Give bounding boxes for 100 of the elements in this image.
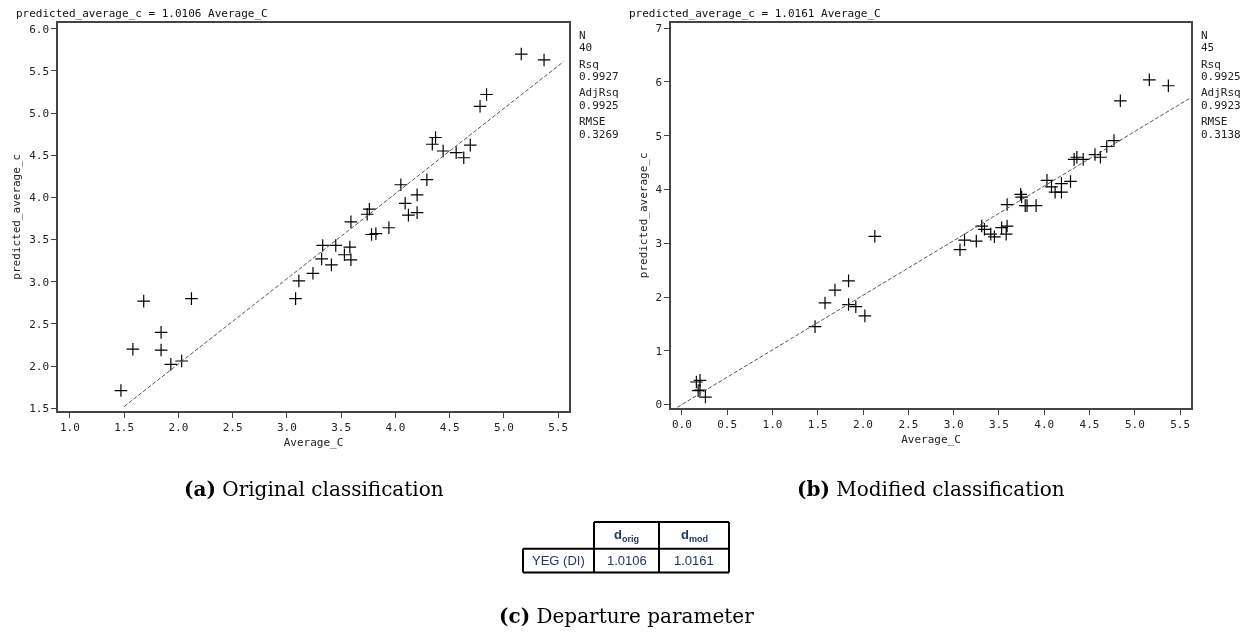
y-tick-label: 0 — [655, 398, 663, 412]
point — [987, 229, 1002, 244]
text: 1.0106 — [607, 553, 647, 568]
text: (a) Original classification — [184, 477, 444, 501]
point — [315, 238, 330, 253]
y-tick-label: 2.0 — [29, 359, 50, 373]
point — [154, 325, 168, 340]
point — [1107, 133, 1121, 148]
x-tick-label: 5.5 — [1170, 417, 1191, 431]
text: RMSE — [579, 115, 606, 128]
y-tick-label: 5.0 — [29, 106, 50, 120]
x-tick-label: 5.5 — [548, 420, 569, 434]
point — [393, 177, 408, 192]
text: AdjRsq — [1201, 86, 1241, 99]
point — [174, 354, 189, 368]
point — [410, 187, 425, 202]
chart-title: predicted_average_c = 1.0106 Average_C — [16, 7, 268, 20]
point — [425, 137, 440, 152]
point — [953, 242, 967, 257]
y-tick-label: 3 — [655, 237, 663, 251]
y-tick-label: 5.5 — [29, 64, 50, 78]
point — [1029, 198, 1043, 213]
x-tick-label: 5.0 — [1124, 417, 1145, 431]
text: d$_{mod}$ — [681, 527, 709, 544]
x-tick-label: 0.5 — [717, 417, 738, 431]
chart-title: predicted_average_c = 1.0161 Average_C — [629, 7, 881, 20]
y-tick-label: 3.5 — [29, 233, 50, 247]
x-tick-label: 3.0 — [943, 417, 964, 431]
x-tick-label: 1.5 — [114, 420, 135, 434]
point — [841, 297, 856, 312]
text: 0.9927 — [579, 70, 619, 83]
point — [828, 283, 842, 297]
x-tick-label: 5.0 — [493, 420, 514, 434]
text: AdjRsq — [579, 86, 619, 99]
text: (b) Modified classification — [797, 477, 1065, 501]
y-axis-title: predicted_average_c — [10, 153, 24, 280]
y-axis-title: predicted_average_c — [636, 152, 650, 279]
point — [689, 375, 704, 389]
text: N — [1201, 29, 1208, 42]
point — [368, 226, 383, 241]
point — [974, 219, 989, 233]
text: Rsq — [1201, 58, 1221, 71]
point — [184, 291, 199, 306]
point — [362, 202, 377, 217]
x-tick-label: 2.5 — [222, 420, 243, 434]
y-tick-label: 3.0 — [29, 275, 50, 289]
point — [114, 383, 128, 398]
y-tick-label: 7 — [655, 22, 663, 36]
point — [848, 299, 863, 314]
point — [328, 238, 343, 253]
point — [1113, 93, 1128, 108]
x-tick-label: 2.5 — [898, 417, 919, 431]
point — [136, 294, 151, 309]
x-tick-label: 4.0 — [385, 420, 406, 434]
point — [306, 266, 320, 281]
point — [291, 273, 306, 288]
point — [537, 53, 551, 67]
x-tick-label: 2.0 — [168, 420, 189, 434]
text: 0.3138 — [1201, 128, 1241, 141]
point — [1161, 78, 1176, 93]
y-tick-label: 1.5 — [29, 402, 50, 416]
point — [342, 240, 357, 255]
x-tick-label: 1.0 — [762, 417, 783, 431]
point — [382, 220, 396, 235]
x-axis-title: Average_C — [283, 436, 344, 450]
text: d$_{orig}$ — [614, 527, 640, 544]
x-tick-label: 4.5 — [1079, 417, 1100, 431]
point — [1000, 197, 1014, 212]
point — [410, 205, 425, 220]
x-tick-label: 1.5 — [807, 417, 828, 431]
text: 0.9923 — [1201, 99, 1241, 112]
point — [1142, 72, 1157, 87]
y-tick-label: 1 — [655, 344, 663, 358]
y-tick-label: 6 — [655, 75, 663, 89]
point — [857, 308, 872, 323]
point — [360, 207, 375, 222]
point — [419, 172, 434, 187]
text: N — [579, 29, 586, 42]
text: RMSE — [1201, 115, 1228, 128]
point — [1093, 150, 1108, 165]
point — [324, 257, 339, 272]
point — [473, 99, 487, 114]
text: 40 — [579, 41, 593, 54]
point — [163, 357, 178, 372]
point — [841, 274, 856, 288]
x-axis-title: Average_C — [901, 433, 961, 447]
x-tick-label: 3.0 — [276, 420, 297, 434]
point — [154, 343, 168, 357]
point — [808, 319, 822, 334]
y-tick-label: 5 — [655, 129, 663, 143]
x-tick-label: 0.0 — [671, 417, 692, 431]
point — [969, 234, 984, 249]
text: 45 — [1201, 41, 1215, 54]
x-tick-label: 2.0 — [853, 417, 873, 431]
point — [1054, 185, 1069, 200]
x-tick-label: 4.0 — [1034, 417, 1055, 431]
point — [818, 296, 832, 310]
point — [1099, 139, 1114, 154]
x-tick-label: 3.5 — [989, 417, 1009, 431]
point — [125, 342, 140, 357]
